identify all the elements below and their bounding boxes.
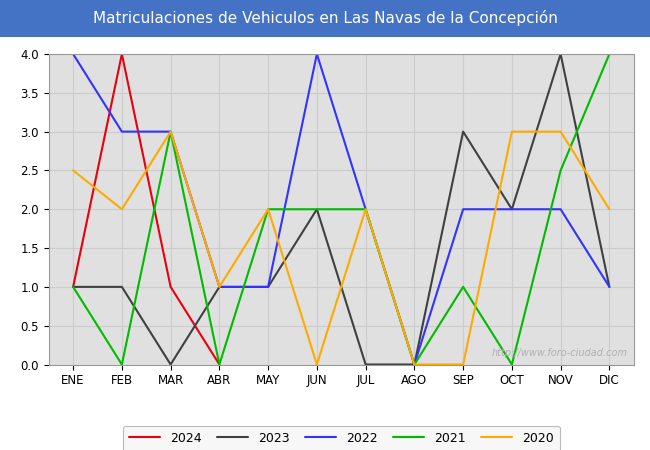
2023 — [313, 207, 321, 212]
2022 — [508, 207, 516, 212]
2021 — [166, 129, 174, 135]
2023 — [361, 362, 369, 367]
Line: 2021: 2021 — [73, 54, 610, 364]
2023 — [69, 284, 77, 290]
2020 — [166, 129, 174, 135]
2023 — [118, 284, 126, 290]
2022 — [606, 284, 614, 290]
Legend: 2024, 2023, 2022, 2021, 2020: 2024, 2023, 2022, 2021, 2020 — [123, 426, 560, 450]
2021 — [118, 362, 126, 367]
2022 — [313, 51, 321, 57]
2021 — [411, 362, 419, 367]
2020 — [264, 207, 272, 212]
2022 — [166, 129, 174, 135]
2021 — [264, 207, 272, 212]
2021 — [556, 168, 564, 173]
2020 — [313, 362, 321, 367]
2022 — [361, 207, 369, 212]
Line: 2022: 2022 — [73, 54, 610, 364]
Line: 2024: 2024 — [73, 54, 220, 364]
2024 — [166, 284, 174, 290]
2023 — [606, 284, 614, 290]
2020 — [459, 362, 467, 367]
2020 — [556, 129, 564, 135]
2022 — [264, 284, 272, 290]
2020 — [69, 168, 77, 173]
2022 — [411, 362, 419, 367]
2022 — [69, 51, 77, 57]
2024 — [118, 51, 126, 57]
2023 — [556, 51, 564, 57]
2023 — [411, 362, 419, 367]
2023 — [216, 284, 224, 290]
2021 — [508, 362, 516, 367]
Line: 2020: 2020 — [73, 132, 610, 365]
2020 — [216, 284, 224, 290]
2022 — [556, 207, 564, 212]
2023 — [459, 129, 467, 135]
2022 — [216, 284, 224, 290]
2021 — [361, 207, 369, 212]
2020 — [606, 207, 614, 212]
2024 — [69, 284, 77, 290]
2021 — [216, 362, 224, 367]
Text: Matriculaciones de Vehiculos en Las Navas de la Concepción: Matriculaciones de Vehiculos en Las Nava… — [92, 10, 558, 27]
2023 — [508, 207, 516, 212]
2023 — [166, 362, 174, 367]
2022 — [459, 207, 467, 212]
2021 — [459, 284, 467, 290]
2021 — [313, 207, 321, 212]
Line: 2023: 2023 — [73, 54, 610, 364]
2022 — [118, 129, 126, 135]
2020 — [361, 207, 369, 212]
2023 — [264, 284, 272, 290]
Text: http://www.foro-ciudad.com: http://www.foro-ciudad.com — [492, 348, 628, 358]
2021 — [606, 51, 614, 57]
2024 — [216, 362, 224, 367]
2021 — [69, 284, 77, 290]
2020 — [411, 362, 419, 367]
2020 — [508, 129, 516, 135]
2020 — [118, 207, 126, 212]
